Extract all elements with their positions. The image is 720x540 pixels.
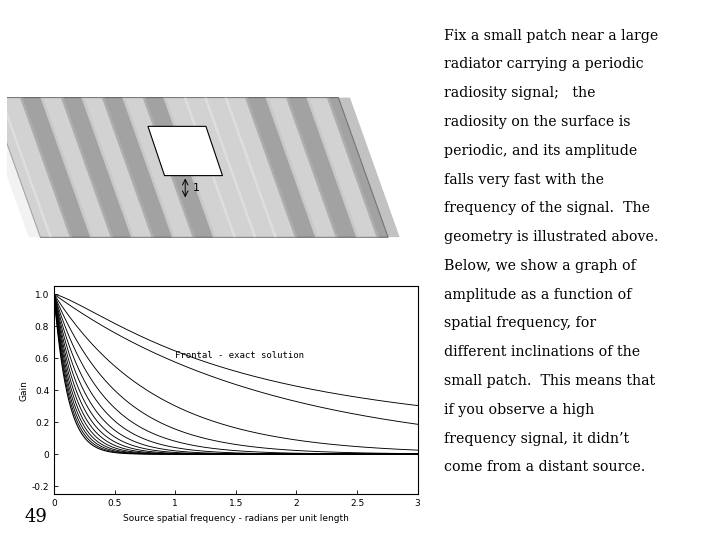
Text: frequency of the signal.  The: frequency of the signal. The: [444, 201, 650, 215]
Polygon shape: [266, 98, 338, 237]
Text: Below, we show a graph of: Below, we show a graph of: [444, 259, 636, 273]
Text: different inclinations of the: different inclinations of the: [444, 345, 640, 359]
Y-axis label: Gain: Gain: [20, 380, 29, 401]
Polygon shape: [0, 98, 73, 237]
Polygon shape: [0, 98, 52, 237]
Text: geometry is illustrated above.: geometry is illustrated above.: [444, 230, 658, 244]
Polygon shape: [20, 98, 93, 237]
Polygon shape: [184, 98, 256, 237]
Text: small patch.  This means that: small patch. This means that: [444, 374, 655, 388]
Polygon shape: [286, 98, 359, 237]
Text: spatial frequency, for: spatial frequency, for: [444, 316, 596, 330]
Polygon shape: [245, 98, 318, 237]
Text: come from a distant source.: come from a distant source.: [444, 460, 645, 474]
Text: falls very fast with the: falls very fast with the: [444, 173, 604, 186]
Text: 49: 49: [24, 508, 47, 526]
Polygon shape: [163, 98, 236, 237]
Polygon shape: [40, 98, 113, 237]
Polygon shape: [102, 98, 175, 237]
Text: if you observe a high: if you observe a high: [444, 403, 594, 417]
Text: Frontal - exact solution: Frontal - exact solution: [175, 351, 304, 360]
Polygon shape: [143, 98, 215, 237]
Polygon shape: [148, 126, 222, 176]
Polygon shape: [327, 98, 400, 237]
Polygon shape: [81, 98, 154, 237]
Polygon shape: [306, 98, 379, 237]
Text: periodic, and its amplitude: periodic, and its amplitude: [444, 144, 637, 158]
Polygon shape: [122, 98, 195, 237]
Text: radiosity on the surface is: radiosity on the surface is: [444, 115, 631, 129]
Text: Fix a small patch near a large: Fix a small patch near a large: [444, 29, 658, 43]
Text: radiator carrying a periodic: radiator carrying a periodic: [444, 57, 644, 71]
Polygon shape: [225, 98, 297, 237]
Text: amplitude as a function of: amplitude as a function of: [444, 288, 631, 302]
Text: 1: 1: [193, 183, 199, 193]
Text: radiosity signal;   the: radiosity signal; the: [444, 86, 595, 100]
Polygon shape: [0, 98, 388, 237]
Polygon shape: [204, 98, 277, 237]
Text: frequency signal, it didn’t: frequency signal, it didn’t: [444, 431, 629, 446]
X-axis label: Source spatial frequency - radians per unit length: Source spatial frequency - radians per u…: [123, 514, 348, 523]
Polygon shape: [61, 98, 134, 237]
